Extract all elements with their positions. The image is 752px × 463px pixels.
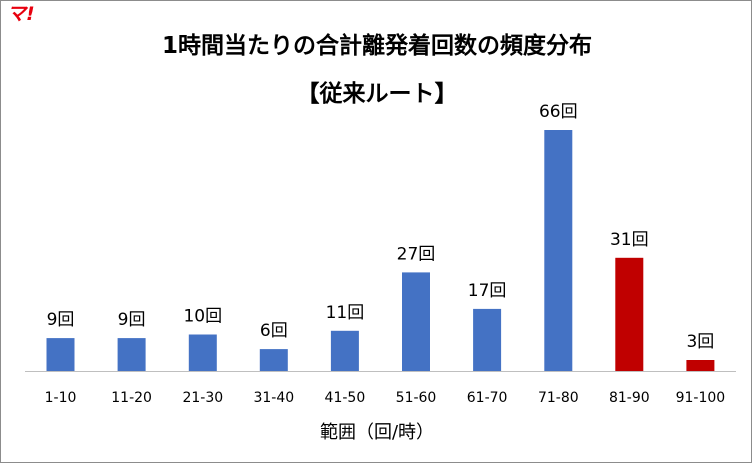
data-label-1-10: 9回 — [47, 310, 75, 330]
x-tick-71-80: 71-80 — [538, 390, 579, 406]
x-tick-1-10: 1-10 — [45, 390, 77, 406]
x-tick-41-50: 41-50 — [325, 390, 366, 406]
chart-subtitle: 【従来ルート】 — [296, 81, 458, 107]
x-tick-81-90: 81-90 — [609, 390, 650, 406]
data-label-21-30: 10回 — [183, 307, 222, 327]
x-tick-31-40: 31-40 — [253, 390, 294, 406]
data-label-41-50: 11回 — [326, 303, 365, 323]
bar-41-50 — [330, 330, 359, 371]
data-label-71-80: 66回 — [539, 102, 578, 122]
x-tick-21-30: 21-30 — [182, 390, 223, 406]
data-label-31-40: 6回 — [260, 321, 288, 341]
x-tick-11-20: 11-20 — [111, 390, 152, 406]
bars-group — [46, 130, 715, 371]
x-tick-51-60: 51-60 — [396, 390, 437, 406]
bar-31-40 — [259, 349, 288, 371]
bar-21-30 — [188, 334, 217, 371]
data-labels-group: 9回 9回 10回 6回 11回 27回 17回 66回 31回 3回 — [47, 102, 715, 352]
data-label-11-20: 9回 — [118, 310, 146, 330]
bar-91-100 — [686, 360, 715, 371]
x-tick-61-70: 61-70 — [467, 390, 508, 406]
bar-81-90 — [615, 257, 644, 371]
bar-1-10 — [46, 338, 75, 371]
data-label-61-70: 17回 — [468, 281, 507, 301]
data-label-81-90: 31回 — [610, 230, 649, 250]
chart-title: 1時間当たりの合計離発着回数の頻度分布 — [161, 33, 592, 59]
data-label-91-100: 3回 — [686, 332, 714, 352]
bar-51-60 — [402, 272, 430, 371]
bar-71-80 — [544, 130, 573, 371]
brand-logo: マ! — [7, 3, 35, 25]
data-label-51-60: 27回 — [397, 244, 436, 264]
x-axis-title: 範囲（回/時） — [319, 422, 435, 443]
x-tick-labels-group: 1-10 11-20 21-30 31-40 41-50 51-60 61-70 71-80 8… — [45, 390, 726, 406]
x-tick-91-100: 91-100 — [676, 390, 726, 406]
bar-61-70 — [473, 308, 502, 371]
bar-11-20 — [117, 338, 146, 371]
